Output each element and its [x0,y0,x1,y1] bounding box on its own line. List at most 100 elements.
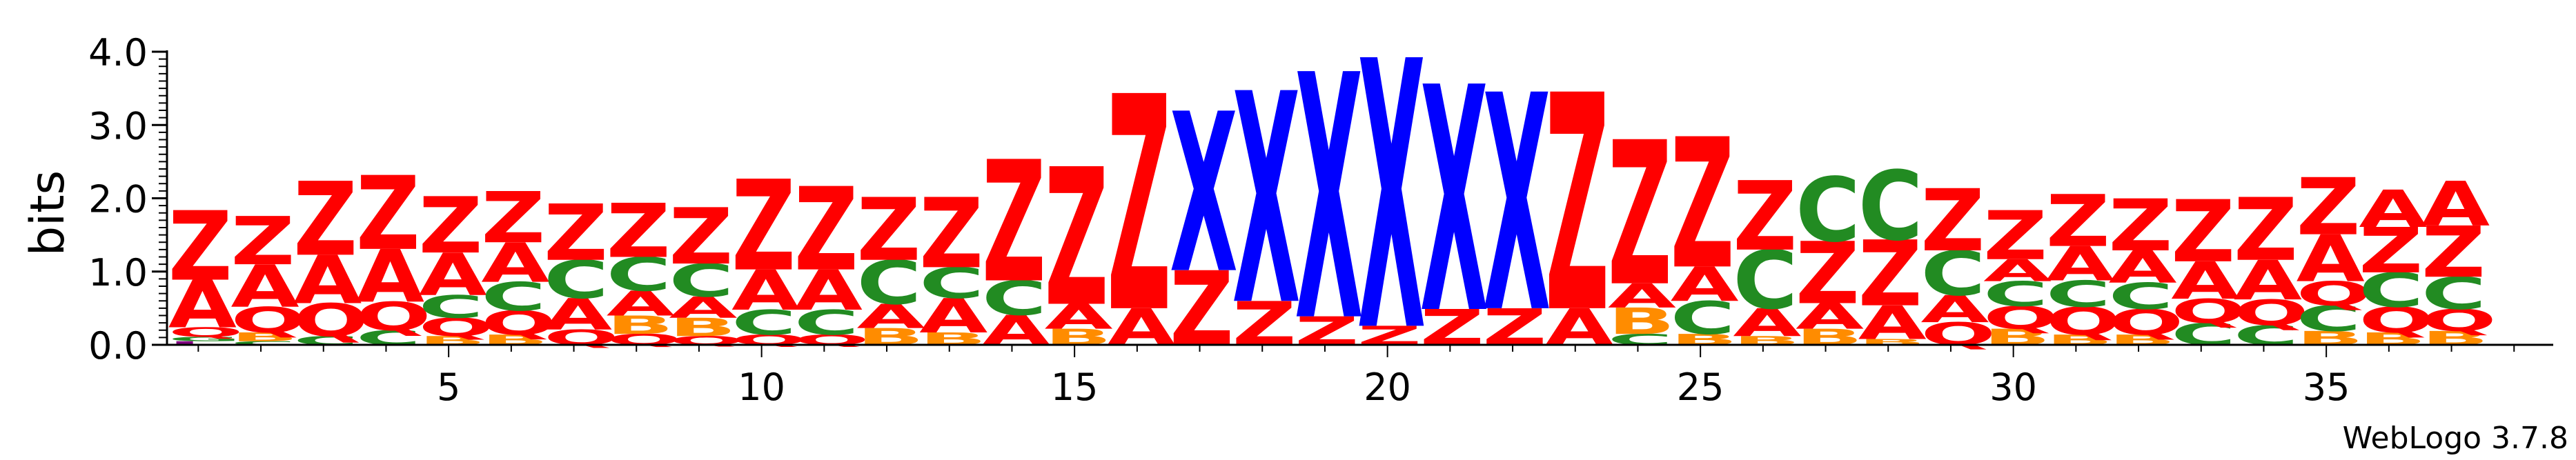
glyph-Z: Z [231,203,295,280]
glyph-A: A [1608,277,1676,315]
glyph-Z: Z [1107,35,1171,378]
glyph-Q: Q [2297,274,2372,313]
glyph-Z: Z [168,192,233,303]
glyph-Q: Q [293,294,368,347]
x-tick-label: 10 [738,366,785,409]
logo-column-22: ZX [1483,32,1551,379]
glyph-Z: Z [919,178,983,290]
x-tick-label: 30 [1989,366,2037,409]
logo-column-17: ZX [1170,68,1238,369]
x-tick-label: 35 [2303,366,2350,409]
glyph-C: C [982,272,1047,326]
glyph-C: C [2421,268,2486,319]
y-axis-label: bits [21,170,75,256]
glyph-A: A [857,297,925,336]
glyph-A: A [1107,298,1176,357]
glyph-Q: Q [2109,302,2184,343]
glyph-A: A [731,259,800,323]
glyph-Z: Z [356,154,420,273]
glyph-C: C [231,340,296,346]
glyph-Z: Z [1170,250,1234,369]
glyph-C: C [1920,239,1985,310]
glyph-C: C [794,303,859,343]
glyph-A: A [356,234,424,319]
glyph-A: A [1733,301,1801,345]
glyph-A: A [2359,179,2427,239]
logo-column-23: AZ [1545,32,1614,379]
glyph-X: X [1357,0,1426,413]
glyph-C: C [1733,233,1798,327]
glyph-A: A [2171,251,2239,311]
glyph-Q: Q [1920,316,1996,352]
glyph-A: A [919,289,987,343]
logo-column-15: BAZ [1045,130,1113,350]
glyph-Z: Z [1420,300,1484,357]
glyph-C: C [481,274,546,320]
glyph-C: C [1671,292,1736,345]
glyph-B: B [231,330,299,343]
glyph-C: C [857,248,922,318]
glyph-Z: Z [1357,321,1422,351]
glyph-X: X [1420,22,1488,382]
glyph-Q: Q [481,303,556,342]
glyph-A: A [1983,253,2052,288]
glyph-Q: Q [2171,292,2246,330]
glyph-I: I [168,340,201,346]
glyph-Q: Q [168,325,244,340]
logo-column-16: AZ [1107,35,1176,378]
glyph-B: B [1796,324,1863,350]
glyph-A: A [607,284,675,324]
glyph-A: A [231,252,299,321]
glyph-Z: Z [1920,171,1985,270]
x-tick-label: 25 [1677,366,1724,409]
glyph-B: B [1608,301,1675,343]
glyph-C: C [419,289,484,326]
glyph-C: C [2171,317,2236,352]
glyph-C: C [2297,299,2361,339]
glyph-C: C [2234,320,2299,352]
glyph-Q: Q [419,313,494,342]
glyph-C: C [544,249,609,310]
glyph-Z: Z [1545,32,1609,379]
glyph-C: C [1983,274,2048,314]
glyph-Z: Z [544,188,608,278]
glyph-A: A [2234,250,2302,313]
glyph-Z: Z [794,163,858,297]
y-tick-label: 1.0 [88,251,148,294]
glyph-Z: Z [2046,181,2110,263]
logo-column-21: ZX [1420,22,1488,382]
glyph-B: B [857,323,925,350]
logo-column-14: ACZ [982,126,1050,355]
y-tick-label: 4.0 [88,31,148,74]
glyph-C: C [607,248,671,302]
glyph-A: A [2109,241,2177,293]
glyph-X: X [1295,5,1363,397]
glyph-Z: Z [1671,101,1735,310]
glyph-Q: Q [1983,300,2058,337]
glyph-X: X [1483,32,1551,379]
glyph-Z: Z [1796,223,1860,323]
y-tick-label: 3.0 [88,104,148,148]
glyph-Q: Q [2421,303,2497,338]
glyph-A: A [419,241,487,309]
glyph-Z: Z [1983,197,2047,275]
y-tick-label: 0.0 [88,324,148,368]
glyph-C: C [919,259,984,308]
logo-column-18: ZX [1232,33,1301,370]
glyph-A: A [1045,297,1113,337]
glyph-B: B [1983,324,2051,350]
glyph-Z: Z [2359,215,2423,288]
glyph-Z: Z [2171,182,2235,281]
